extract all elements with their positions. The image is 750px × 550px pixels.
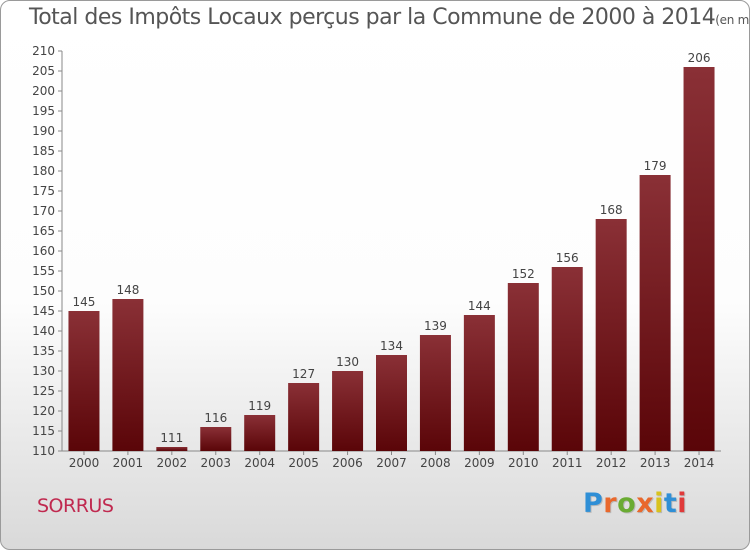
bar-value-label: 116	[204, 411, 227, 425]
y-tick-label: 210	[32, 44, 55, 58]
bar-value-label: 119	[248, 399, 271, 413]
x-tick-label: 2008	[420, 456, 451, 470]
bar	[683, 67, 715, 451]
y-tick-label: 125	[32, 384, 55, 398]
x-axis: 2000 2001 2002 2003 2004 2005 2006 2007 2008 2009…	[62, 450, 721, 470]
y-tick-label: 175	[32, 184, 55, 198]
bar-value-label: 206	[688, 51, 711, 65]
bar-value-label: 139	[424, 319, 447, 333]
x-tick-label: 2012	[596, 456, 627, 470]
bar-value-label: 111	[160, 431, 183, 445]
bars: 145 148 111 116 119 127 130 134 139 144 152 156 168 1…	[68, 51, 715, 451]
y-tick-label: 170	[32, 204, 55, 218]
x-tick-label: 2001	[113, 456, 144, 470]
bar	[332, 371, 364, 451]
x-tick-label: 2013	[640, 456, 671, 470]
y-tick-label: 130	[32, 364, 55, 378]
bar-value-label: 134	[380, 339, 403, 353]
y-tick-label: 180	[32, 164, 55, 178]
bar-value-label: 144	[468, 299, 491, 313]
bar	[551, 267, 583, 451]
bar-value-label: 145	[73, 295, 96, 309]
chart-title-block: Total des Impôts Locaux perçus par la Co…	[29, 5, 749, 30]
y-tick-label: 145	[32, 304, 55, 318]
bar	[639, 175, 671, 451]
y-tick-label: 120	[32, 404, 55, 418]
x-tick-label: 2007	[376, 456, 407, 470]
bar	[244, 415, 276, 451]
y-tick-label: 160	[32, 244, 55, 258]
y-tick-label: 155	[32, 264, 55, 278]
x-tick-label: 2010	[508, 456, 539, 470]
bar-value-label: 152	[512, 267, 535, 281]
bar-value-label: 168	[600, 203, 623, 217]
y-tick-label: 135	[32, 344, 55, 358]
chart-subtitle: (en milliers d'€)	[715, 13, 749, 27]
bar	[507, 283, 539, 451]
y-tick-label: 165	[32, 224, 55, 238]
bar	[419, 335, 451, 451]
x-tick-label: 2014	[684, 456, 715, 470]
y-tick-label: 200	[32, 84, 55, 98]
x-tick-label: 2004	[244, 456, 275, 470]
bar	[156, 447, 188, 451]
bar-value-label: 130	[336, 355, 359, 369]
x-tick-label: 2006	[332, 456, 363, 470]
brand-letter: i	[677, 488, 688, 519]
x-tick-label: 2003	[200, 456, 231, 470]
bar	[376, 355, 407, 451]
x-tick-label: 2000	[69, 456, 100, 470]
bar	[463, 315, 495, 451]
y-tick-label: 150	[32, 284, 55, 298]
bar	[200, 427, 232, 451]
x-tick-label: 2005	[288, 456, 319, 470]
chart-title: Total des Impôts Locaux perçus par la Co…	[29, 5, 716, 30]
bar-value-label: 156	[556, 251, 579, 265]
bar	[288, 383, 320, 451]
y-tick-label: 115	[32, 424, 55, 438]
x-tick-label: 2002	[157, 456, 188, 470]
bar	[68, 311, 100, 451]
y-tick-label: 140	[32, 324, 55, 338]
y-axis: 110 115 120 125 130 135 140 145 150 155 160 165 170 1…	[32, 44, 63, 458]
commune-name: SORRUS	[37, 495, 114, 517]
bar	[112, 299, 144, 451]
brand-letter: t	[663, 488, 678, 519]
brand-letter: i	[654, 488, 664, 519]
brand-letter: P	[583, 488, 604, 519]
bar-value-label: 179	[644, 159, 667, 173]
proxiti-logo: Proxiti	[583, 488, 687, 519]
y-tick-label: 190	[32, 124, 55, 138]
brand-letter: x	[636, 488, 655, 519]
brand-letter: o	[617, 488, 637, 519]
bar-value-label: 148	[116, 283, 139, 297]
y-tick-label: 110	[32, 444, 55, 458]
bar-value-label: 127	[292, 367, 315, 381]
y-tick-label: 185	[32, 144, 55, 158]
x-tick-label: 2011	[552, 456, 583, 470]
bar	[595, 219, 627, 451]
brand-letter: r	[603, 488, 618, 519]
x-tick-label: 2009	[464, 456, 495, 470]
y-tick-label: 205	[32, 64, 55, 78]
y-tick-label: 195	[32, 104, 55, 118]
